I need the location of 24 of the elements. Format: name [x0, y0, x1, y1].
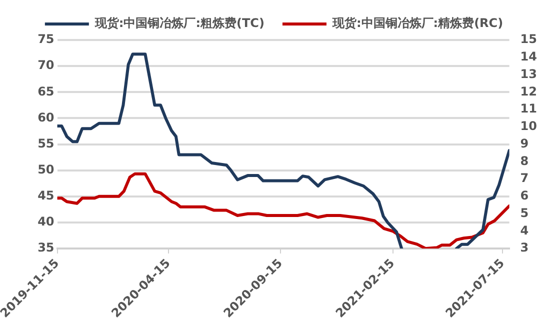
- y-tick-label: 55: [38, 136, 54, 150]
- y2-tick-label: 11: [520, 102, 538, 116]
- y2-tick-label: 14: [520, 50, 538, 64]
- y2-tick-label: 3: [520, 240, 529, 255]
- y2-tick-label: 15: [520, 32, 538, 46]
- y2-tick-label: 6: [520, 188, 529, 203]
- legend-label: 现货:中国铜冶炼厂:粗炼费(TC): [94, 16, 264, 30]
- y-tick-label: 60: [38, 110, 54, 124]
- y-tick-label: 75: [38, 32, 54, 46]
- y-tick-label: 50: [38, 162, 54, 176]
- y2-tick-label: 4: [520, 223, 529, 238]
- y2-tick-label: 12: [520, 84, 538, 98]
- y2-tick-label: 5: [520, 206, 529, 220]
- y-tick-label: 45: [38, 188, 54, 203]
- y2-tick-label: 10: [520, 119, 538, 134]
- y-tick-label: 35: [38, 240, 54, 255]
- y-tick-label: 65: [38, 84, 54, 98]
- y2-tick-label: 9: [520, 136, 529, 150]
- y2-tick-label: 8: [520, 154, 529, 168]
- y2-tick-label: 13: [520, 66, 538, 81]
- y-tick-label: 70: [38, 58, 54, 72]
- y2-tick-label: 7: [520, 171, 529, 186]
- y-tick-label: 40: [38, 214, 54, 229]
- legend-label: 现货:中国铜冶炼厂:精炼费(RC): [331, 16, 504, 30]
